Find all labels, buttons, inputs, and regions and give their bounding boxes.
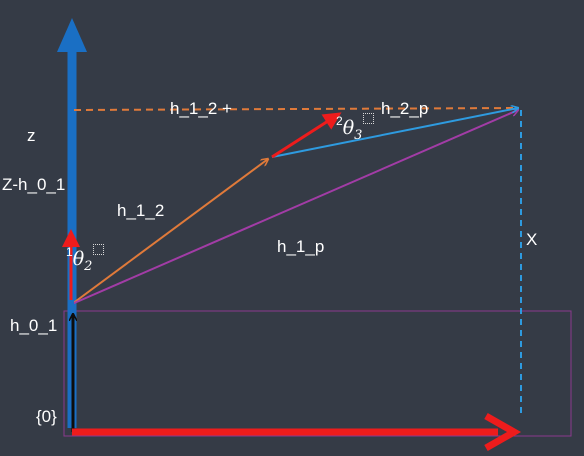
z-axis-arrowhead <box>57 18 87 52</box>
dashed-horizontal-line <box>73 107 518 111</box>
label-h-0-1: h_0_1 <box>10 316 58 335</box>
label-theta-3: 2θ3 <box>336 113 375 142</box>
base-joint-dot <box>69 300 74 305</box>
label-h-1-2: h_1_2 <box>117 201 165 220</box>
link-h-1-2 <box>71 159 268 305</box>
label-z: z <box>27 126 36 145</box>
label-theta-2: 1θ2 <box>66 244 105 273</box>
label-h-2-p: h_2_p <box>381 99 429 118</box>
base-box <box>63 310 572 437</box>
theta3-joint-arrow <box>271 112 342 159</box>
label-frame-0: {0} <box>36 407 57 426</box>
label-x: X <box>526 230 538 249</box>
link-h-2-p <box>271 108 518 158</box>
x-axis-arrowhead <box>484 412 522 452</box>
label-h-1-2-plus: h_1_2 + <box>170 99 232 118</box>
label-z-minus-h-0-1: Z-h_0_1 <box>2 175 66 194</box>
link-h-1-p <box>71 110 518 305</box>
label-h-1-p: h_1_p <box>277 237 325 256</box>
